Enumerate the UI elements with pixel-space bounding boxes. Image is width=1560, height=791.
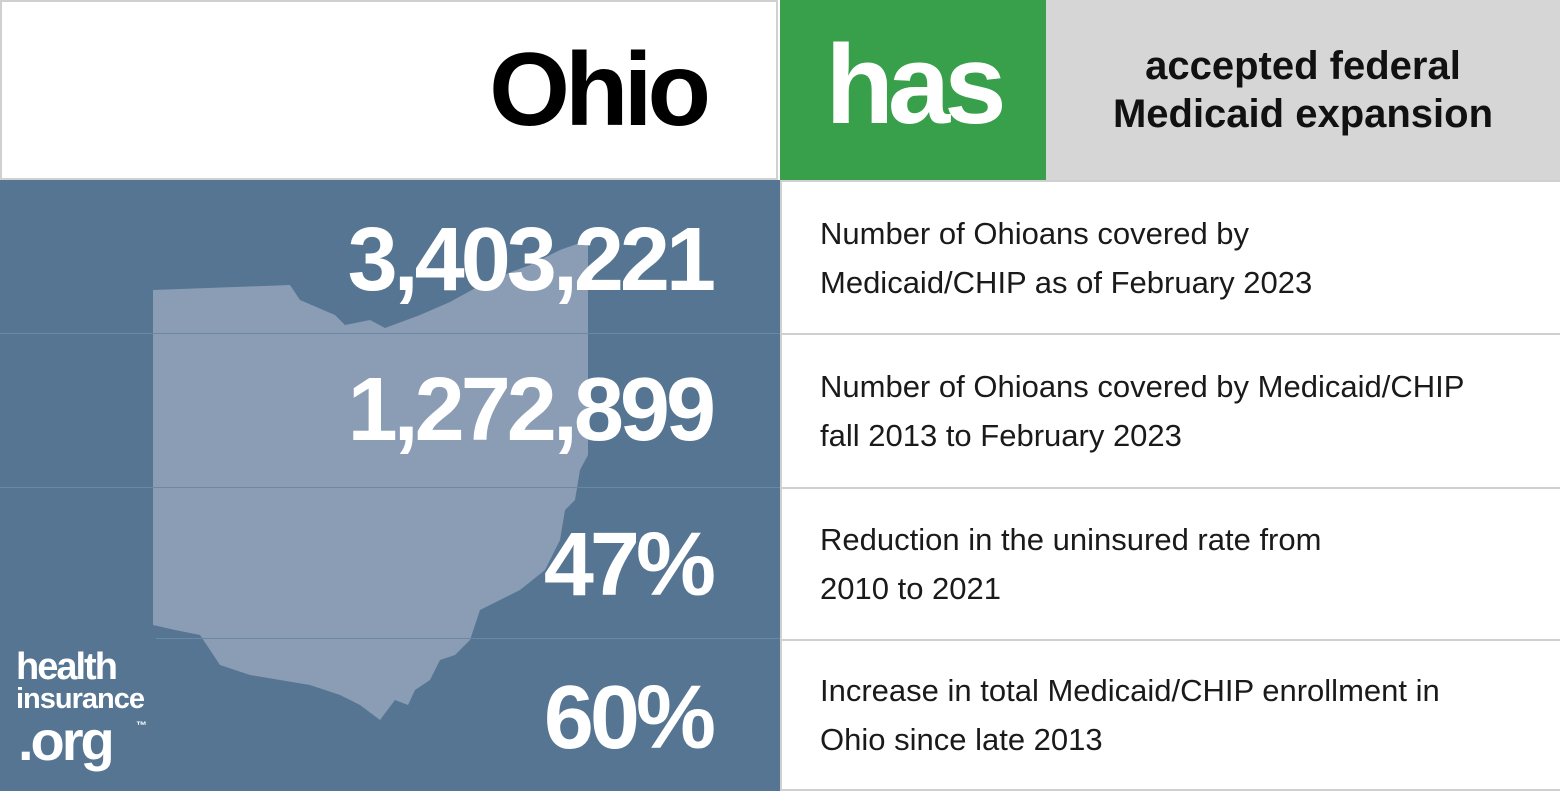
stat-description: Number of Ohioans covered by Medicaid/CH…: [780, 180, 1560, 335]
description-line: Number of Ohioans covered by Medicaid/CH…: [820, 369, 1465, 404]
stat-value: 1,272,899: [347, 360, 716, 460]
logo-text: health: [16, 646, 118, 688]
stat-description: Increase in total Medicaid/CHIP enrollme…: [780, 641, 1560, 791]
ohio-shape: [153, 240, 588, 720]
row-separator: [0, 487, 780, 488]
state-map: [153, 240, 588, 720]
logo-trademark: ™: [136, 720, 147, 732]
description-line: fall 2013 to February 2023: [820, 418, 1182, 453]
logo-text: insurance: [16, 683, 145, 715]
state-name: Ohio: [0, 0, 778, 180]
row-separator: [0, 333, 780, 334]
description-line: Medicaid expansion: [1112, 92, 1494, 136]
description-line: Medicaid/CHIP as of February 2023: [820, 264, 1313, 300]
logo: health insurance .org ™: [0, 638, 156, 791]
stat-value: 60%: [543, 668, 716, 768]
stat-description: Reduction in the uninsured rate from 201…: [780, 489, 1560, 641]
row-separator: [0, 638, 780, 639]
description-line: accepted federal: [1145, 44, 1461, 88]
description-line: Number of Ohioans covered by: [820, 215, 1250, 251]
expansion-status: has: [780, 0, 1046, 180]
status-description: accepted federal Medicaid expansion: [1046, 0, 1560, 180]
description-line: Increase in total Medicaid/CHIP enrollme…: [820, 673, 1440, 708]
stat-value: 47%: [543, 515, 716, 615]
description-line: 2010 to 2021: [820, 571, 1002, 606]
logo-text: .org: [18, 709, 115, 772]
description-line: Reduction in the uninsured rate from: [820, 522, 1322, 557]
stat-description: Number of Ohioans covered by Medicaid/CH…: [780, 335, 1560, 489]
stat-value: 3,403,221: [347, 210, 716, 310]
description-line: Ohio since late 2013: [820, 722, 1103, 757]
